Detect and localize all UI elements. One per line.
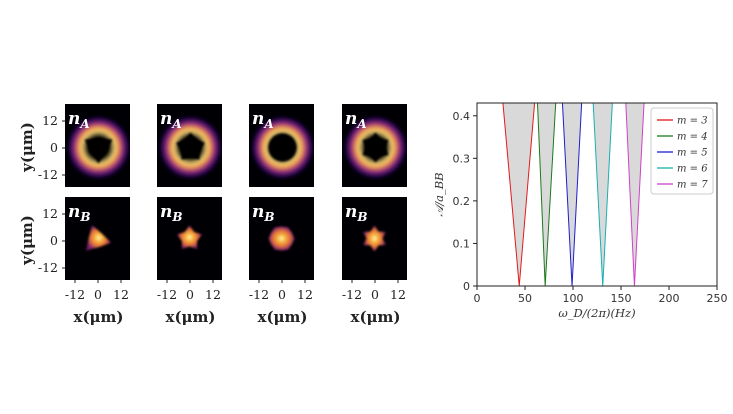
y-tick-label: 0 [463,280,470,293]
y-axis-label-top: y(μm) [18,122,36,173]
panel-y-tick-label: 12 [42,206,58,221]
x-tick-label: 0 [474,292,481,305]
shaded-regions [502,103,645,286]
y-tick-label: 0.3 [453,152,471,165]
chart-x-label: ω_D/(2π)(Hz) [558,306,635,320]
panel-y-tick-label: -12 [38,167,58,182]
x-axis-label: x(μm) [351,308,401,326]
panel-y-tick-label: 12 [42,113,58,128]
panel-y-tick-label: 0 [50,140,58,155]
panel-y-tick-label: -12 [38,260,58,275]
panel-x-tick-label: -12 [342,287,362,302]
panel-x-tick-label: -12 [65,287,85,302]
row-label-nA: nA [160,109,182,131]
y-tick-label: 0.1 [453,237,471,250]
legend: m = 3 m = 4 m = 5 m = 6 m = 7 [650,107,714,195]
x-tick-label: 100 [563,292,584,305]
legend-entry: m = 3 [677,116,708,127]
panel-x-tick-label: -12 [249,287,269,302]
shaded-region-2 [537,103,556,286]
x-axis-label: x(μm) [166,308,216,326]
chart: 0 50 100 150 200 250 0 0.1 0.2 0.3 0.4 ω_D/(2π)(Hz)… [432,102,728,320]
panel-y-ticks: 12 0 -12 12 0 -12 [38,113,65,275]
panel-x-tick-label: 0 [186,287,194,302]
legend-entry: m = 5 [677,148,708,159]
panel-nA-2: nA [157,104,222,187]
x-tick-label: 50 [518,292,532,305]
chart-frame [476,102,718,287]
panel-nA-1: nA [65,104,130,187]
panel-x-tick-label: 0 [371,287,379,302]
x-axis-label: x(μm) [258,308,308,326]
panel-nB-3: nB [249,197,314,280]
x-tick-label: 250 [707,292,728,305]
y-tick-label: 0.4 [453,110,471,123]
shaded-region-5 [625,103,645,286]
density-panels: nA nA nA nA nB nB nB nB [65,104,407,280]
panel-x-tick-label: 0 [278,287,286,302]
shaded-region-4 [593,103,613,286]
panel-x-tick-label: -12 [157,287,177,302]
panel-x-ticks: -12 0 12 x(μm) -12 0 12 x(μm) -12 0 12 x(μm) -12 0 12 x… [65,280,406,326]
shaded-region-1 [502,103,535,286]
panel-x-tick-label: 12 [113,287,129,302]
row-label-nA: nA [68,109,90,131]
x-tick-label: 200 [659,292,680,305]
panel-y-tick-label: 0 [50,233,58,248]
row-label-nB: nB [160,202,183,224]
legend-entry: m = 4 [677,132,708,143]
panel-x-tick-label: 12 [205,287,221,302]
panel-x-tick-label: 12 [297,287,313,302]
chart-y-label: 𝒜/a_BB [432,172,446,216]
panel-nA-3: nA [249,104,314,187]
y-axis-label-bottom: y(μm) [18,215,36,266]
legend-entry: m = 7 [677,180,708,191]
row-label-nA: nA [345,109,367,131]
row-label-nA: nA [252,109,274,131]
row-label-nB: nB [68,202,91,224]
panel-nA-4: nA [342,104,407,187]
panel-nB-4: nB [342,197,407,280]
x-axis-label: x(μm) [74,308,124,326]
row-label-nB: nB [345,202,368,224]
panel-nB-2: nB [157,197,222,280]
row-label-nB: nB [252,202,275,224]
shaded-region-3 [562,103,582,286]
x-tick-label: 150 [611,292,632,305]
panel-nB-1: nB [65,197,130,280]
y-tick-label: 0.2 [453,195,471,208]
legend-entry: m = 6 [677,164,708,175]
panel-x-tick-label: 12 [390,287,406,302]
panel-x-tick-label: 0 [94,287,102,302]
